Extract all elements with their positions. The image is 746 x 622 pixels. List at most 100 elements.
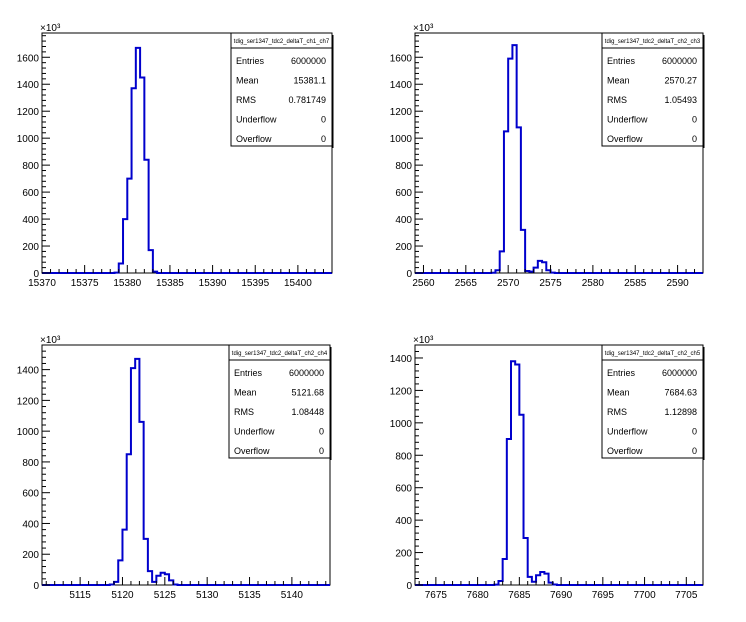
y-tick-label: 600 — [395, 484, 412, 495]
stats-value: 6000000 — [662, 56, 697, 66]
stats-box: tdig_ser1347_tdc2_deltaT_ch2_ch4 Entries 6… — [228, 344, 332, 460]
x-tick-label: 15395 — [241, 278, 269, 289]
stats-label: Entries — [236, 56, 265, 66]
stats-label: RMS — [607, 95, 627, 105]
y-tick-label: 1400 — [17, 366, 40, 377]
stats-value: 0 — [692, 134, 697, 144]
stats-box-shadow — [332, 35, 334, 148]
stats-label: Entries — [234, 368, 263, 378]
stats-value: 1.05493 — [664, 95, 697, 105]
y-tick-label: 1400 — [390, 80, 413, 91]
stats-label: Mean — [607, 76, 630, 86]
stats-box-frame — [228, 344, 331, 459]
stats-box: tdig_ser1347_tdc2_deltaT_ch2_ch3 Entries 6… — [601, 32, 705, 148]
x-tick-label: 7695 — [592, 590, 615, 601]
x-tick-label: 15370 — [28, 278, 56, 289]
stats-box-frame — [230, 32, 333, 147]
stats-value: 6000000 — [291, 56, 326, 66]
stats-value: 0 — [692, 446, 697, 456]
x-tick-label: 2565 — [455, 278, 478, 289]
x-tick-label: 2560 — [412, 278, 435, 289]
x-tick-label: 5125 — [154, 590, 177, 601]
x-tick-label: 15400 — [284, 278, 312, 289]
y-tick-label: 1200 — [17, 107, 40, 118]
stats-label: Underflow — [236, 115, 277, 125]
y-tick-label: 1000 — [17, 427, 40, 438]
histogram-panel-3: 5115 5120 5125 5130 5135 5140 0 200 400 600 800 100… — [17, 335, 332, 601]
stats-value: 1.12898 — [664, 407, 697, 417]
stats-label: Underflow — [234, 427, 275, 437]
histogram-line — [42, 357, 330, 586]
stats-value: 0 — [692, 427, 697, 437]
stats-value: 1.08448 — [291, 407, 324, 417]
stats-box: tdig_ser1347_tdc2_deltaT_ch1_ch7 Entries 6… — [230, 32, 334, 148]
y-tick-label: 200 — [395, 549, 412, 560]
stats-title: tdig_ser1347_tdc2_deltaT_ch2_ch5 — [605, 351, 701, 357]
stats-value: 0 — [692, 115, 697, 125]
x-tick-label: 7700 — [633, 590, 656, 601]
stats-value: 6000000 — [289, 368, 324, 378]
stats-value: 2570.27 — [664, 76, 697, 86]
y-multiplier-label: ×10³ — [413, 23, 434, 34]
stats-label: RMS — [236, 95, 256, 105]
y-tick-label: 600 — [22, 188, 39, 199]
x-tick-label: 7705 — [675, 590, 698, 601]
stats-label: Underflow — [607, 115, 648, 125]
y-tick-label: 400 — [22, 519, 39, 530]
stats-value: 7684.63 — [664, 388, 697, 398]
x-tick-label: 2585 — [624, 278, 647, 289]
x-tick-label: 5120 — [111, 590, 134, 601]
stats-label: Overflow — [607, 446, 643, 456]
stats-value: 0.781749 — [288, 95, 326, 105]
y-tick-label: 1400 — [17, 80, 40, 91]
x-tick-label: 15390 — [199, 278, 227, 289]
x-tick-label: 5135 — [238, 590, 261, 601]
x-tick-label: 2570 — [497, 278, 520, 289]
stats-value: 0 — [319, 446, 324, 456]
histogram-panel-2: 2560 2565 2570 2575 2580 2585 2590 0 200 400 600 80… — [390, 23, 705, 289]
y-tick-label: 0 — [33, 581, 39, 592]
histogram-line — [42, 46, 332, 274]
y-tick-label: 400 — [22, 215, 39, 226]
stats-title: tdig_ser1347_tdc2_deltaT_ch2_ch4 — [232, 351, 328, 357]
histogram-panel-1: 15370 15375 15380 15385 15390 15395 15400 0 200 4… — [17, 23, 334, 289]
stats-box-frame — [601, 32, 704, 147]
stats-value: 6000000 — [662, 368, 697, 378]
x-tick-label: 15385 — [156, 278, 184, 289]
y-tick-label: 1000 — [17, 134, 40, 145]
y-tick-label: 1000 — [390, 419, 413, 430]
y-tick-label: 200 — [22, 242, 39, 253]
stats-label: RMS — [607, 407, 627, 417]
y-tick-label: 200 — [22, 550, 39, 561]
y-tick-label: 600 — [395, 188, 412, 199]
stats-label: Mean — [234, 388, 257, 398]
x-tick-label: 7675 — [425, 590, 448, 601]
x-tick-label: 5130 — [196, 590, 219, 601]
stats-box-shadow — [703, 347, 705, 460]
y-tick-label: 800 — [22, 458, 39, 469]
y-tick-label: 1600 — [390, 53, 413, 64]
histogram-panel-4: 7675 7680 7685 7690 7695 7700 7705 0 200 400 600 80… — [390, 335, 705, 601]
stats-box-frame — [601, 344, 704, 459]
stats-label: Underflow — [607, 427, 648, 437]
stats-label: Overflow — [607, 134, 643, 144]
stats-label: Mean — [236, 76, 259, 86]
stats-value: 0 — [319, 427, 324, 437]
y-tick-label: 1600 — [17, 53, 40, 64]
histogram-line — [415, 44, 703, 274]
x-tick-label: 15380 — [113, 278, 141, 289]
y-tick-label: 800 — [22, 161, 39, 172]
y-tick-label: 1200 — [390, 386, 413, 397]
x-tick-label: 5140 — [281, 590, 304, 601]
stats-value: 0 — [321, 115, 326, 125]
stats-label: Overflow — [234, 446, 270, 456]
y-tick-label: 1400 — [390, 354, 413, 365]
x-tick-label: 7690 — [550, 590, 573, 601]
stats-label: Entries — [607, 56, 636, 66]
y-tick-label: 800 — [395, 451, 412, 462]
stats-box-shadow — [330, 347, 332, 460]
y-tick-label: 200 — [395, 242, 412, 253]
y-tick-label: 600 — [22, 489, 39, 500]
x-tick-label: 7685 — [508, 590, 531, 601]
